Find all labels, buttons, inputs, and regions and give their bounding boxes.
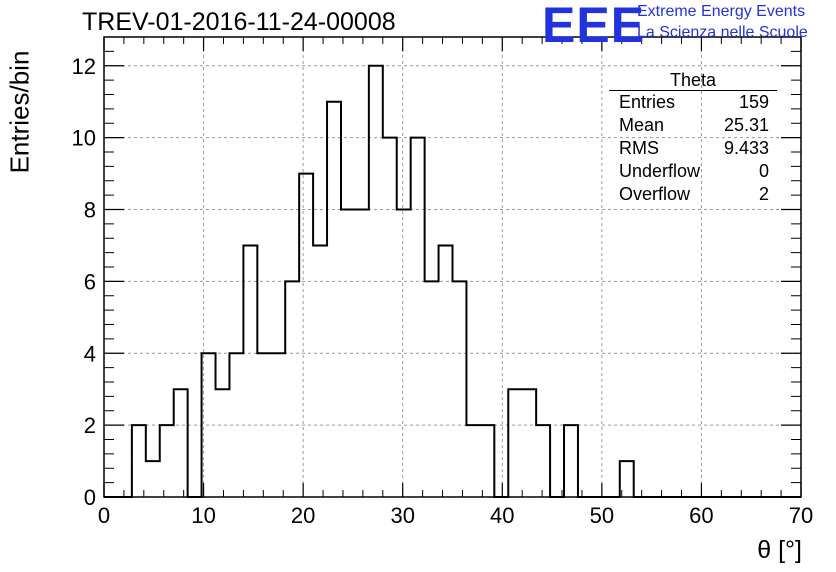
y-tick-label: 4: [84, 341, 96, 366]
y-tick-label: 2: [84, 413, 96, 438]
stat-value: 159: [738, 92, 769, 112]
x-tick-label: 20: [291, 503, 315, 528]
stats-box: Theta Entries 159 Mean 25.31 RMS 9.433 U…: [609, 70, 777, 206]
stat-value: 2: [758, 184, 769, 204]
stat-row-mean: Mean 25.31: [609, 114, 777, 137]
x-tick-label: 50: [590, 503, 614, 528]
y-tick-label: 6: [84, 269, 96, 294]
y-axis-label: Entries/bin: [4, 50, 35, 174]
logo-text-line-2: La Scienza nelle Scuole: [637, 24, 808, 41]
stat-row-entries: Entries 159: [609, 91, 777, 114]
x-tick-label: 60: [689, 503, 713, 528]
x-axis-label: θ [°]: [757, 536, 802, 564]
x-tick-label: 70: [789, 503, 813, 528]
x-tick-label: 10: [191, 503, 215, 528]
stat-row-rms: RMS 9.433: [609, 137, 777, 160]
eee-logo-mark: EEE: [542, 0, 646, 53]
x-tick-label: 40: [490, 503, 514, 528]
stats-title: Theta: [609, 70, 777, 91]
y-tick-label: 8: [84, 198, 96, 223]
stat-label: Overflow: [619, 184, 691, 204]
y-tick-label: 10: [72, 126, 96, 151]
stat-value: 9.433: [723, 138, 769, 158]
stat-label: Entries: [619, 92, 676, 112]
stat-value: 0: [758, 161, 769, 181]
x-tick-label: 0: [98, 503, 110, 528]
logo-text-line-1: Extreme Energy Events: [637, 3, 806, 20]
stat-row-underflow: Underflow 0: [609, 160, 777, 183]
axis-ticks: [103, 37, 802, 498]
y-tick-label: 0: [84, 485, 96, 510]
x-tick-label: 30: [390, 503, 414, 528]
stat-label: Underflow: [619, 161, 701, 181]
stat-label: RMS: [619, 138, 659, 158]
y-tick-label: 12: [72, 54, 96, 79]
chart-title: TREV-01-2016-11-24-00008: [82, 8, 396, 36]
stat-value: 25.31: [723, 115, 769, 135]
stat-row-overflow: Overflow 2: [609, 183, 777, 206]
stat-label: Mean: [619, 115, 665, 135]
histogram-outline: [104, 64, 801, 498]
grid-lines: [104, 37, 801, 497]
